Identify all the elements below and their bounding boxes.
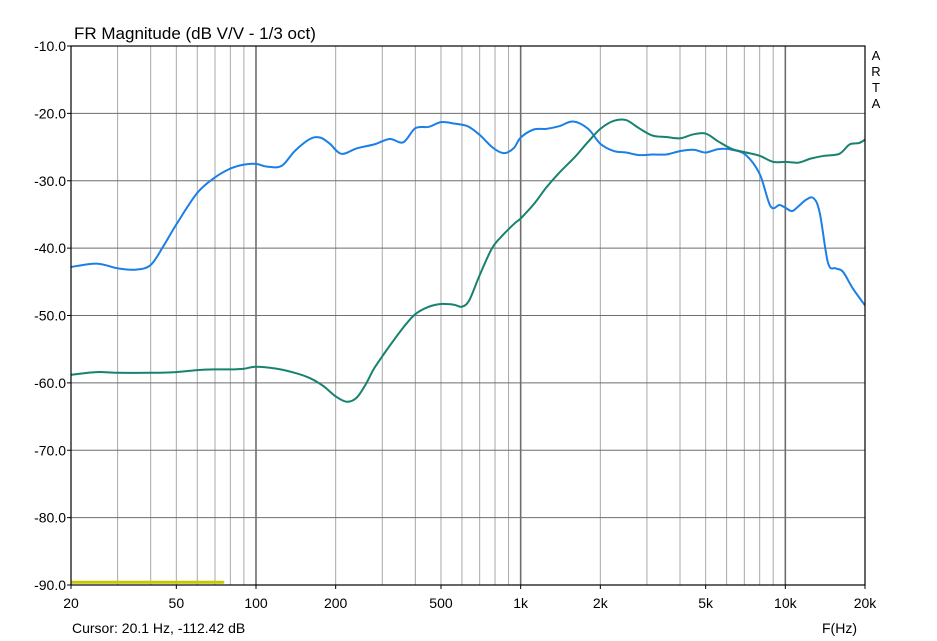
y-tick-label: -90.0 xyxy=(34,577,66,593)
series-group xyxy=(71,118,865,584)
series-line-1 xyxy=(71,120,865,307)
x-tick-label: 20 xyxy=(63,595,79,611)
y-tick-label: -10.0 xyxy=(34,38,66,54)
series-line-2 xyxy=(71,118,865,403)
y-tick-label: -50.0 xyxy=(34,308,66,324)
x-tick-label: 50 xyxy=(169,595,185,611)
watermark-letter: R xyxy=(871,64,880,79)
x-tick-label: 10k xyxy=(774,595,798,611)
cursor-readout: Cursor: 20.1 Hz, -112.42 dB xyxy=(72,620,245,636)
y-tick-label: -30.0 xyxy=(34,173,66,189)
watermark-letter: T xyxy=(872,80,880,95)
x-tick-label: 2k xyxy=(593,595,609,611)
x-axis-ticks: 20 50 100 200 500 1k 2k 5k 10k 20k xyxy=(63,585,877,611)
watermark-letter: A xyxy=(872,96,881,111)
y-tick-label: -80.0 xyxy=(34,510,66,526)
x-tick-label: 1k xyxy=(513,595,529,611)
y-tick-label: -70.0 xyxy=(34,442,66,458)
x-tick-label: 200 xyxy=(324,595,348,611)
chart-title: FR Magnitude (dB V/V - 1/3 oct) xyxy=(74,24,316,43)
plot-frame xyxy=(70,45,866,586)
x-axis-label: F(Hz) xyxy=(822,620,857,636)
x-tick-label: 500 xyxy=(429,595,453,611)
grid xyxy=(71,46,865,585)
x-tick-label: 5k xyxy=(698,595,714,611)
y-axis-ticks: -10.0 -20.0 -30.0 -40.0 -50.0 -60.0 -70.0 -80.0… xyxy=(34,38,71,593)
x-tick-label: 100 xyxy=(244,595,268,611)
watermark-letter: A xyxy=(872,48,881,63)
y-tick-label: -20.0 xyxy=(34,105,66,121)
x-tick-label: 20k xyxy=(854,595,878,611)
y-tick-label: -40.0 xyxy=(34,240,66,256)
y-tick-label: -60.0 xyxy=(34,375,66,391)
